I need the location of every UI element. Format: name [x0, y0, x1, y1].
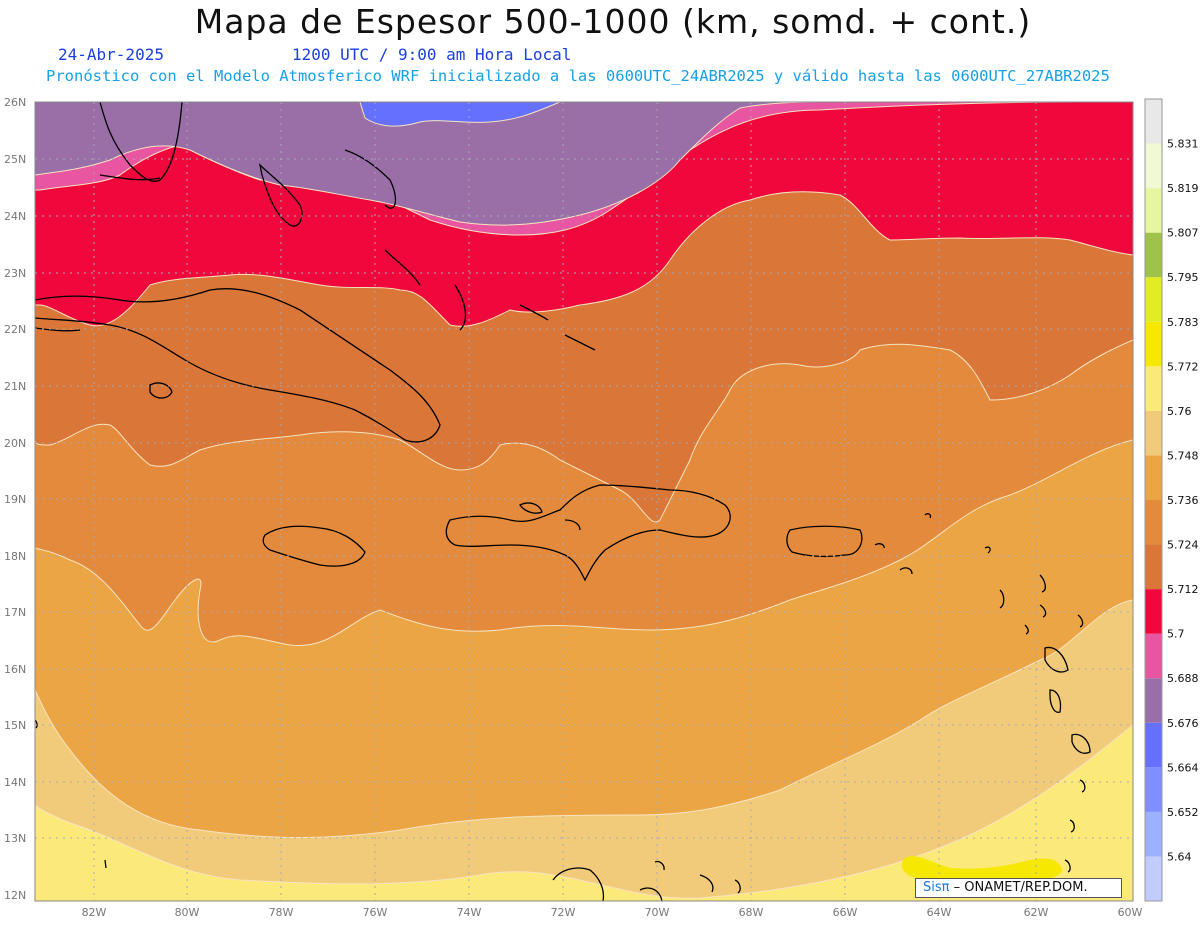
credit-text: – ONAMET/REP.DOM.	[953, 880, 1088, 895]
map-title: Mapa de Espesor 500-1000 (km, somd. + co…	[194, 2, 1032, 41]
lon-label: 64W	[927, 906, 952, 919]
colorbar-swatch	[1145, 455, 1162, 500]
sispi-logo: Sisπ	[923, 880, 950, 895]
latitude-axis: 26N 25N 24N 23N 22N 21N 20N 19N 18N 17N …	[4, 96, 26, 902]
colorbar-swatch	[1145, 856, 1162, 901]
lat-label: 14N	[4, 776, 26, 789]
colorbar-swatch	[1145, 366, 1162, 411]
colorbar-level-label: 5.688	[1167, 672, 1199, 685]
colorbar-swatch	[1145, 811, 1162, 857]
colorbar-level-label: 5.724	[1167, 539, 1199, 552]
colorbar-legend: 5.64 5.652 5.664 5.676 5.688 5.7 5.712 5.724 5.7…	[1144, 98, 1199, 902]
colorbar-level-label: 5.807	[1167, 227, 1199, 240]
colorbar-level-label: 5.748	[1167, 449, 1199, 462]
colorbar-swatch	[1145, 678, 1162, 723]
longitude-axis: 82W 80W 78W 76W 74W 72W 70W 68W 66W 64W …	[82, 906, 1143, 919]
colorbar-swatch	[1145, 143, 1162, 189]
colorbar-swatch	[1145, 188, 1162, 233]
lon-label: 72W	[551, 906, 576, 919]
colorbar-level-label: 5.712	[1167, 583, 1199, 596]
lat-label: 16N	[4, 663, 26, 676]
colorbar-level-label: 5.64	[1167, 850, 1192, 863]
grid-lines	[35, 102, 1133, 901]
colorbar-level-label: 5.676	[1167, 717, 1199, 730]
credit-box: Sisπ – ONAMET/REP.DOM.	[915, 878, 1122, 898]
coastlines	[35, 102, 1091, 901]
colorbar-level-label: 5.652	[1167, 806, 1199, 819]
forecast-time: 1200 UTC / 9:00 am Hora Local	[292, 45, 572, 64]
lon-label: 78W	[269, 906, 294, 919]
band-5676	[35, 102, 821, 226]
colorbar-frame	[1144, 98, 1163, 902]
colorbar-swatch	[1145, 232, 1162, 278]
lat-label: 13N	[4, 832, 26, 845]
lat-label: 20N	[4, 437, 26, 450]
colorbar-level-label: 5.783	[1167, 316, 1199, 329]
colorbar-swatch	[1145, 767, 1162, 812]
lon-label: 66W	[833, 906, 858, 919]
colorbar-swatch	[1145, 277, 1162, 322]
colorbar-level-label: 5.772	[1167, 360, 1199, 373]
colorbar-swatch	[1145, 589, 1162, 634]
colorbar-level-label: 5.7	[1167, 628, 1185, 641]
colorbar-swatch	[1145, 99, 1162, 144]
colorbar-swatch	[1145, 410, 1162, 456]
colorbar-level-label: 5.76	[1167, 405, 1192, 418]
lon-label: 60W	[1118, 906, 1143, 919]
plot-frame	[34, 101, 1134, 902]
lon-label: 74W	[457, 906, 482, 919]
lon-label: 76W	[363, 906, 388, 919]
colorbar-level-label: 5.664	[1167, 761, 1199, 774]
colorbar-level-label: 5.831	[1167, 138, 1199, 151]
colorbar-level-label: 5.795	[1167, 271, 1199, 284]
lat-label: 23N	[4, 267, 26, 280]
colorbar-level-label: 5.819	[1167, 182, 1199, 195]
lat-label: 12N	[4, 889, 26, 902]
lat-label: 22N	[4, 323, 26, 336]
thickness-fill-layers	[35, 102, 1133, 901]
lon-label: 68W	[739, 906, 764, 919]
lat-label: 21N	[4, 380, 26, 393]
colorbar-swatch	[1145, 500, 1162, 545]
colorbar-swatch	[1145, 321, 1162, 367]
lat-label: 15N	[4, 719, 26, 732]
lon-label: 70W	[645, 906, 670, 919]
colorbar-swatch	[1145, 544, 1162, 590]
lat-label: 24N	[4, 210, 26, 223]
lon-label: 82W	[82, 906, 107, 919]
model-description: Pronóstico con el Modelo Atmosferico WRF…	[46, 67, 1110, 85]
lat-label: 25N	[4, 153, 26, 166]
lon-label: 80W	[175, 906, 200, 919]
lat-label: 19N	[4, 493, 26, 506]
forecast-date: 24-Abr-2025	[58, 45, 164, 64]
lat-label: 18N	[4, 550, 26, 563]
lat-label: 17N	[4, 606, 26, 619]
colorbar-swatch	[1145, 633, 1162, 679]
colorbar-swatch	[1145, 722, 1162, 768]
lon-label: 62W	[1024, 906, 1049, 919]
lat-label: 26N	[4, 96, 26, 109]
band-5664	[359, 102, 561, 127]
band-5772-spot	[901, 856, 1062, 885]
colorbar-level-label: 5.736	[1167, 494, 1199, 507]
